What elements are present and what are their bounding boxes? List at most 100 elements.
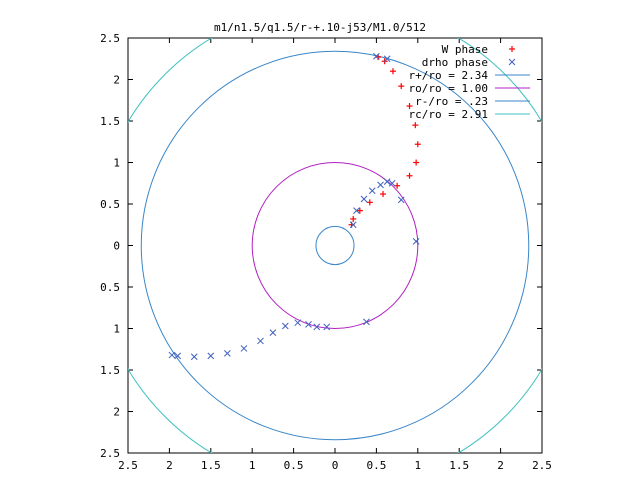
cross-b bbox=[281, 322, 289, 330]
cross-b bbox=[388, 179, 396, 187]
cross-b bbox=[313, 323, 321, 331]
w-phase-point bbox=[412, 122, 419, 129]
legend-label: W phase bbox=[442, 43, 488, 56]
y-tick-label: 1.5 bbox=[100, 115, 120, 128]
y-tick-label: 2 bbox=[113, 406, 120, 419]
w-phase-point bbox=[366, 199, 373, 206]
w-phase-point bbox=[406, 103, 413, 110]
x-tick-label: 0.5 bbox=[366, 459, 386, 472]
legend-label: ro/ro = 1.00 bbox=[409, 82, 488, 95]
legend-label: r-/ro = .23 bbox=[415, 95, 488, 108]
drho-phase-point bbox=[224, 350, 231, 357]
cross-b bbox=[257, 337, 264, 345]
cross-b bbox=[240, 345, 248, 352]
drho-phase-point bbox=[257, 337, 264, 345]
x-tick-label: 1.5 bbox=[201, 459, 221, 472]
w-phase-point bbox=[350, 215, 357, 222]
cross-b bbox=[168, 351, 176, 359]
y-tick-label: 0 bbox=[113, 240, 120, 253]
drho-phase-point bbox=[377, 181, 384, 189]
chart-title: m1/n1.5/q1.5/r-+.10-j53/M1.0/512 bbox=[214, 21, 426, 34]
cross-b bbox=[224, 350, 231, 357]
w-phase-point bbox=[356, 207, 363, 214]
y-tick-label: 2.5 bbox=[100, 447, 120, 460]
drho-phase-point bbox=[397, 196, 405, 204]
w-phase-point bbox=[380, 191, 387, 198]
drho-phase-point bbox=[383, 178, 391, 185]
drho-phase-point bbox=[269, 329, 277, 337]
y-tick-label: 2 bbox=[113, 74, 120, 87]
drho-phase-point bbox=[388, 179, 396, 187]
x-tick-label: 2 bbox=[166, 459, 173, 472]
y-tick-label: 1 bbox=[113, 157, 120, 170]
w-phase-point bbox=[509, 46, 515, 52]
drho-phase-point bbox=[373, 52, 380, 60]
cross-b bbox=[305, 320, 312, 328]
cross-b bbox=[190, 353, 198, 361]
drho-phase-point bbox=[383, 55, 391, 63]
cross-b bbox=[383, 55, 391, 63]
cross-b bbox=[412, 237, 420, 245]
y-tick-label: 0.5 bbox=[100, 198, 120, 211]
drho-phase-point bbox=[313, 323, 321, 331]
drho-phase-point bbox=[349, 221, 357, 229]
circle-1 bbox=[251, 162, 419, 329]
drho-phase-point bbox=[190, 353, 198, 361]
cross-b bbox=[207, 352, 215, 360]
drho-phase-point bbox=[508, 58, 516, 66]
cross-b bbox=[383, 178, 391, 185]
x-tick-label: 1 bbox=[414, 459, 421, 472]
x-tick-label: 0 bbox=[332, 459, 339, 472]
drho-phase-point bbox=[360, 195, 368, 203]
drho-phase-point bbox=[323, 323, 331, 331]
cross-b bbox=[368, 187, 376, 195]
drho-phase-point bbox=[174, 352, 182, 360]
cross-b bbox=[373, 52, 380, 60]
y-tick-label: 0.5 bbox=[100, 281, 120, 294]
circle-2_34 bbox=[140, 50, 530, 441]
x-tick-label: 0.5 bbox=[284, 459, 304, 472]
legend-label: rc/ro = 2.91 bbox=[409, 108, 488, 121]
drho-phase-point bbox=[305, 320, 312, 328]
cross-b bbox=[349, 221, 357, 229]
x-tick-label: 2.5 bbox=[532, 459, 552, 472]
legend-label: drho phase bbox=[422, 56, 488, 69]
drho-phase-point bbox=[207, 352, 215, 360]
cross-b bbox=[363, 318, 370, 326]
legend-label: r+/ro = 2.34 bbox=[409, 69, 489, 82]
w-phase-point bbox=[398, 83, 405, 90]
x-tick-label: 1.5 bbox=[449, 459, 469, 472]
x-tick-label: 2.5 bbox=[118, 459, 138, 472]
cross-b bbox=[294, 319, 302, 327]
cross-b bbox=[377, 181, 384, 189]
cross-b bbox=[508, 58, 516, 66]
cross-b bbox=[397, 196, 405, 204]
w-phase-point bbox=[406, 172, 413, 179]
drho-phase-point bbox=[240, 345, 248, 352]
w-phase-point bbox=[414, 141, 421, 148]
y-tick-label: 1.5 bbox=[100, 364, 120, 377]
cross-b bbox=[174, 352, 182, 360]
x-tick-label: 2 bbox=[497, 459, 504, 472]
drho-phase-point bbox=[294, 319, 302, 327]
phase-markers bbox=[168, 52, 421, 361]
x-tick-label: 1 bbox=[249, 459, 256, 472]
drho-phase-point bbox=[353, 207, 360, 214]
w-phase-point bbox=[389, 68, 396, 75]
y-tick-label: 1 bbox=[113, 323, 120, 336]
drho-phase-point bbox=[363, 318, 370, 326]
drho-phase-point bbox=[368, 187, 376, 195]
axis-ticks: 2.5 2 1.5 1 0.5 0 0.5 1 1.5 2 2.52.521.510.500.511… bbox=[100, 32, 552, 472]
drho-phase-point bbox=[281, 322, 289, 330]
w-phase-point bbox=[413, 159, 420, 166]
cross-b bbox=[323, 323, 331, 331]
cross-b bbox=[360, 195, 368, 203]
cross-b bbox=[269, 329, 277, 337]
drho-phase-point bbox=[168, 351, 176, 359]
circle-0_23 bbox=[315, 225, 355, 266]
radius-circles bbox=[128, 38, 542, 453]
y-tick-label: 2.5 bbox=[100, 32, 120, 45]
cross-b bbox=[353, 207, 360, 214]
